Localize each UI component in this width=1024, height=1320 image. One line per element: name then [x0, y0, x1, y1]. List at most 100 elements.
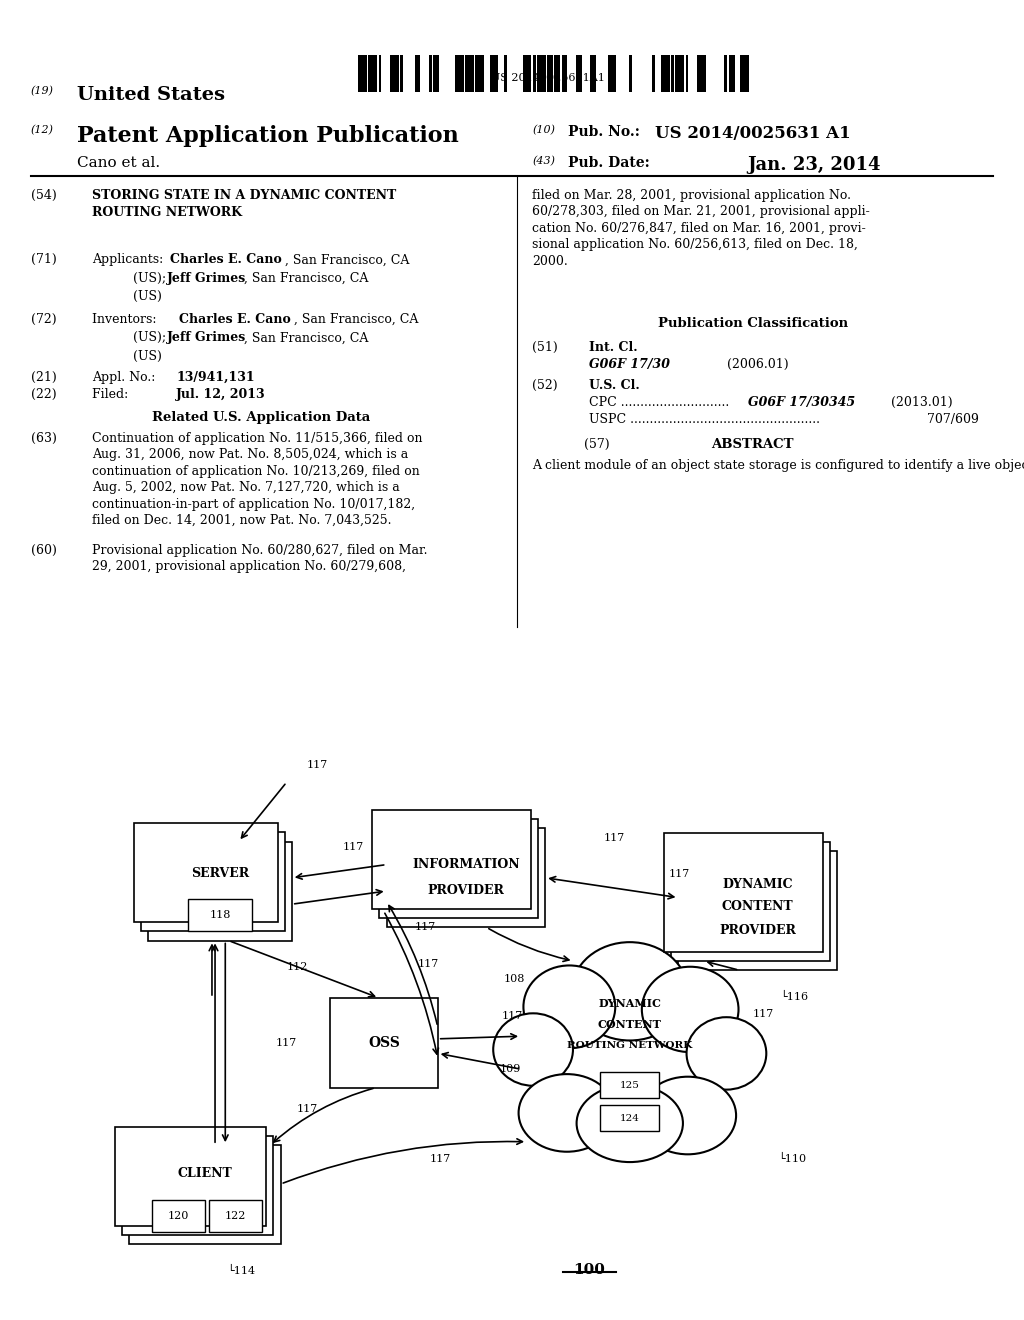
FancyBboxPatch shape: [373, 809, 530, 908]
Text: (US);: (US);: [133, 331, 170, 345]
Text: 117: 117: [753, 1008, 773, 1019]
Text: 124: 124: [620, 1114, 640, 1122]
FancyBboxPatch shape: [678, 851, 838, 970]
Text: Provisional application No. 60/280,627, filed on Mar.
29, 2001, provisional appl: Provisional application No. 60/280,627, …: [92, 544, 428, 573]
Ellipse shape: [527, 972, 732, 1140]
Bar: [532, 55, 536, 92]
FancyBboxPatch shape: [664, 833, 823, 952]
Text: 109: 109: [500, 1064, 520, 1074]
Text: 122: 122: [225, 1210, 246, 1221]
Bar: [729, 55, 734, 92]
Bar: [630, 55, 632, 92]
FancyBboxPatch shape: [134, 824, 278, 921]
Text: (60): (60): [31, 544, 56, 557]
Text: 117: 117: [276, 1038, 297, 1048]
Text: └110: └110: [778, 1154, 806, 1164]
Text: PROVIDER: PROVIDER: [427, 884, 505, 898]
Text: Applicants:: Applicants:: [92, 253, 164, 267]
Text: filed on Mar. 28, 2001, provisional application No.
60/278,303, filed on Mar. 21: filed on Mar. 28, 2001, provisional appl…: [532, 189, 870, 268]
Text: OSS: OSS: [368, 1036, 400, 1049]
Text: (63): (63): [31, 432, 56, 445]
Text: 120: 120: [168, 1210, 188, 1221]
Text: 117: 117: [502, 1011, 522, 1022]
Text: 100: 100: [572, 1263, 605, 1276]
Text: Inventors:: Inventors:: [92, 313, 165, 326]
Bar: [429, 55, 432, 92]
Text: CLIENT: CLIENT: [177, 1167, 232, 1180]
Text: 117: 117: [604, 833, 625, 843]
Ellipse shape: [642, 966, 738, 1052]
Bar: [504, 55, 507, 92]
Text: CPC ............................: CPC ............................: [589, 396, 729, 409]
Bar: [676, 55, 684, 92]
Text: (12): (12): [31, 125, 53, 136]
Bar: [547, 55, 553, 92]
Text: 13/941,131: 13/941,131: [176, 371, 255, 384]
Text: US 20140025631A1: US 20140025631A1: [490, 73, 605, 83]
Text: Appl. No.:: Appl. No.:: [92, 371, 160, 384]
Text: 707/609: 707/609: [927, 413, 979, 426]
Bar: [188, 899, 252, 931]
Text: DYNAMIC: DYNAMIC: [723, 878, 793, 891]
Bar: [379, 55, 382, 92]
Bar: [697, 55, 706, 92]
Text: (19): (19): [31, 86, 53, 96]
Text: 117: 117: [430, 1154, 451, 1164]
Text: DYNAMIC: DYNAMIC: [598, 998, 662, 1008]
Text: , San Francisco, CA: , San Francisco, CA: [285, 253, 409, 267]
Ellipse shape: [686, 1018, 766, 1089]
Text: 125: 125: [620, 1081, 640, 1089]
Text: , San Francisco, CA: , San Francisco, CA: [294, 313, 418, 326]
Bar: [685, 55, 688, 92]
Text: Jeff Grimes: Jeff Grimes: [167, 331, 246, 345]
Text: Jul. 12, 2013: Jul. 12, 2013: [176, 388, 266, 401]
Text: (US): (US): [133, 290, 162, 304]
Text: (21): (21): [31, 371, 56, 384]
Text: Int. Cl.: Int. Cl.: [589, 341, 637, 354]
Text: (57): (57): [584, 438, 609, 451]
Text: U.S. Cl.: U.S. Cl.: [589, 379, 640, 392]
FancyBboxPatch shape: [330, 998, 438, 1088]
Bar: [369, 55, 377, 92]
Text: , San Francisco, CA: , San Francisco, CA: [244, 331, 368, 345]
Text: 117: 117: [415, 921, 435, 932]
Ellipse shape: [494, 1014, 573, 1086]
Bar: [538, 55, 546, 92]
Text: Patent Application Publication: Patent Application Publication: [77, 125, 459, 148]
Bar: [740, 55, 749, 92]
Text: Related U.S. Application Data: Related U.S. Application Data: [152, 411, 371, 424]
FancyBboxPatch shape: [115, 1126, 266, 1225]
Text: Filed:: Filed:: [92, 388, 157, 401]
Text: ABSTRACT: ABSTRACT: [712, 438, 794, 451]
Text: 117: 117: [343, 842, 364, 853]
Bar: [600, 1105, 659, 1131]
Text: (71): (71): [31, 253, 56, 267]
Text: CONTENT: CONTENT: [598, 1019, 662, 1030]
Bar: [358, 55, 367, 92]
Text: 112: 112: [287, 962, 307, 972]
Text: (51): (51): [532, 341, 558, 354]
Text: (US): (US): [133, 350, 162, 363]
Text: (54): (54): [31, 189, 56, 202]
Text: (US);: (US);: [133, 272, 170, 285]
Text: 108: 108: [504, 974, 524, 985]
Bar: [662, 55, 670, 92]
FancyBboxPatch shape: [379, 818, 539, 919]
Bar: [390, 55, 398, 92]
FancyBboxPatch shape: [122, 1135, 273, 1236]
FancyBboxPatch shape: [129, 1144, 281, 1243]
Bar: [152, 1200, 205, 1232]
Text: Publication Classification: Publication Classification: [657, 317, 848, 330]
Text: G06F 17/30345: G06F 17/30345: [748, 396, 855, 409]
Ellipse shape: [639, 1077, 736, 1154]
Text: Jeff Grimes: Jeff Grimes: [167, 272, 246, 285]
Text: INFORMATION: INFORMATION: [412, 858, 520, 871]
Text: A client module of an object state storage is configured to identify a live obje: A client module of an object state stora…: [532, 459, 1024, 473]
Ellipse shape: [571, 942, 688, 1040]
Text: Charles E. Cano: Charles E. Cano: [179, 313, 291, 326]
Text: USPC .................................................: USPC ...................................…: [589, 413, 820, 426]
Ellipse shape: [523, 965, 615, 1048]
FancyBboxPatch shape: [387, 829, 545, 927]
Text: 117: 117: [669, 869, 689, 879]
Ellipse shape: [518, 1074, 615, 1152]
